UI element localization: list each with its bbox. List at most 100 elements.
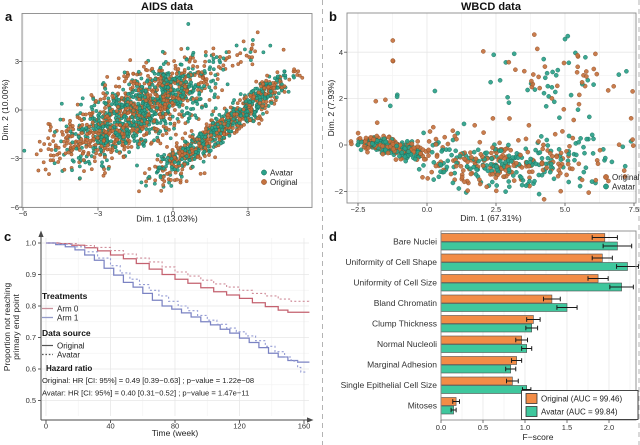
scatter-point-avatar: [256, 104, 261, 109]
scatter-point-original: [91, 130, 96, 135]
scatter-point-avatar: [244, 113, 249, 117]
scatter-point-avatar: [268, 81, 272, 86]
scatter-point-avatar: [187, 112, 192, 117]
scatter-point-original: [127, 139, 132, 144]
scatter-point-avatar: [127, 150, 132, 155]
scatter-point-avatar: [217, 112, 222, 117]
scatter-point-original: [196, 88, 200, 92]
scatter-point-avatar: [143, 95, 147, 100]
scatter-point-original: [115, 137, 120, 142]
scatter-point-avatar: [132, 139, 137, 143]
scatter-point-avatar: [503, 189, 508, 194]
scatter-point-avatar: [113, 130, 118, 135]
scatter-point-original: [518, 152, 523, 158]
scatter-point-original: [144, 179, 149, 184]
scatter-point-avatar: [158, 175, 163, 180]
scatter-point-avatar: [591, 136, 596, 142]
scatter-point-avatar: [153, 85, 158, 90]
scatter-point-original: [128, 100, 133, 105]
panel-b: −2.5 0.0 2.5 5.0 7.5 −2 0 2 4 b WBCD data Dim. 1…: [326, 1, 640, 223]
scatter-point-avatar: [539, 134, 544, 139]
scatter-point-avatar: [94, 123, 98, 128]
scatter-point-original: [374, 133, 380, 139]
scatter-point-original: [433, 142, 439, 147]
bar-original: [440, 376, 513, 386]
scatter-point-avatar: [505, 95, 510, 100]
scatter-point-avatar: [257, 95, 262, 100]
scatter-point-original: [105, 75, 110, 79]
scatter-point-avatar: [543, 104, 549, 109]
scatter-point-original: [630, 89, 635, 94]
scatter-point-original: [611, 84, 617, 89]
scatter-point-original: [97, 128, 102, 133]
scatter-point-avatar: [498, 158, 503, 164]
scatter-point-avatar: [114, 149, 119, 153]
scatter-point-avatar: [275, 74, 280, 79]
scatter-point-original: [380, 151, 386, 157]
scatter-point-avatar: [76, 155, 81, 160]
scatter-point-avatar: [565, 33, 571, 39]
scatter-point-original: [130, 85, 135, 90]
scatter-point-avatar: [201, 159, 206, 164]
scatter-point-original: [152, 119, 156, 124]
scatter-point-original: [501, 174, 506, 179]
scatter-point-avatar: [105, 121, 110, 126]
scatter-point-original: [149, 140, 154, 145]
scatter-point-avatar: [172, 76, 177, 81]
scatter-point-avatar: [431, 177, 437, 182]
scatter-point-avatar: [172, 88, 177, 93]
scatter-point-avatar: [64, 124, 69, 129]
scatter-point-original: [101, 138, 106, 143]
scatter-point-original: [558, 188, 564, 194]
scatter-point-avatar: [190, 164, 195, 169]
scatter-point-original: [166, 61, 171, 66]
scatter-point-avatar: [506, 100, 512, 105]
scatter-point-original: [215, 77, 220, 82]
scatter-point-avatar: [59, 139, 63, 144]
scatter-point-avatar: [185, 46, 190, 51]
scatter-point-original: [204, 77, 209, 82]
scatter-point-original: [537, 85, 543, 91]
scatter-point-avatar: [59, 101, 64, 106]
scatter-point-original: [426, 153, 431, 158]
scatter-point-original: [182, 143, 187, 148]
scatter-point-avatar: [99, 135, 104, 140]
scatter-point-original: [150, 89, 155, 94]
scatter-point-avatar: [148, 116, 153, 121]
scatter-point-original: [576, 161, 582, 167]
scatter-point-avatar: [190, 53, 195, 57]
scatter-point-avatar: [355, 142, 361, 148]
scatter-point-original: [203, 129, 208, 134]
scatter-point-original: [544, 165, 550, 170]
scatter-point-original: [62, 167, 67, 172]
scatter-point-original: [591, 66, 597, 72]
scatter-point-avatar: [180, 109, 185, 114]
scatter-point-original: [257, 121, 261, 126]
a-x-axis-label: Dim. 1 (13.03%): [136, 214, 198, 224]
d-legend-avatar-label: Avatar (AUC = 99.84): [541, 408, 618, 417]
scatter-point-avatar: [283, 76, 288, 80]
scatter-point-avatar: [158, 121, 163, 125]
scatter-point-avatar: [117, 140, 122, 145]
scatter-point-avatar: [275, 85, 280, 90]
scatter-point-avatar: [131, 123, 136, 128]
scatter-point-original: [213, 85, 218, 90]
scatter-point-avatar: [180, 74, 185, 79]
scatter-point-original: [214, 130, 219, 135]
scatter-point-original: [213, 155, 218, 160]
scatter-point-original: [292, 67, 296, 72]
scatter-point-avatar: [199, 132, 204, 137]
scatter-point-original: [211, 46, 216, 51]
scatter-point-avatar: [155, 153, 160, 158]
scatter-point-original: [203, 145, 208, 150]
scatter-point-avatar: [245, 109, 250, 114]
scatter-point-avatar: [193, 150, 198, 154]
panel-border: [346, 12, 637, 204]
scatter-point-original: [442, 134, 448, 140]
scatter-point-original: [132, 79, 137, 84]
scatter-point-avatar: [184, 105, 189, 110]
panel-a-title: AIDS data: [141, 1, 194, 13]
scatter-point-avatar: [113, 145, 118, 149]
scatter-point-original: [174, 141, 179, 146]
